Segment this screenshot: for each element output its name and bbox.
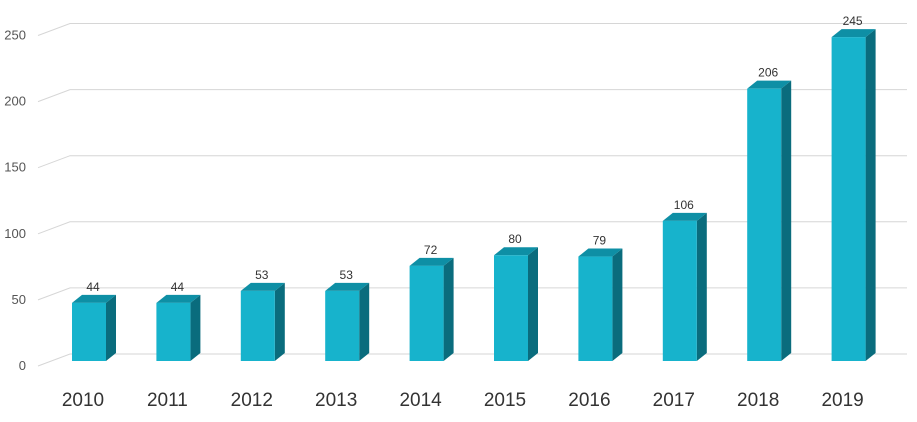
y-axis-ticks: 0 50 100 150 200 250 (4, 28, 26, 374)
data-label-2017: 106 (674, 198, 694, 212)
bar-front-face (831, 37, 866, 362)
bar-2014 (409, 257, 454, 361)
bar-side-face (443, 257, 454, 361)
x-tick-label-2016: 2016 (568, 390, 610, 411)
bar-2010 (72, 294, 116, 361)
data-label-2014: 72 (424, 243, 438, 257)
bar-side-face (359, 282, 370, 361)
x-tick-label-2017: 2017 (653, 390, 695, 411)
bar-top-face (831, 29, 876, 38)
x-tick-label-2013: 2013 (315, 390, 357, 411)
x-tick-label-2014: 2014 (399, 390, 442, 411)
bar-2011 (156, 294, 201, 361)
gridline-100 (37, 221, 907, 235)
bar-top-face (409, 257, 454, 266)
data-label-2019: 245 (843, 14, 863, 28)
bars (72, 29, 876, 362)
bar-side-face (274, 282, 285, 361)
bar-front-face (662, 220, 697, 361)
bar-front-face (494, 255, 528, 361)
bar-2012 (240, 282, 285, 361)
y-tick-label: 150 (4, 160, 26, 175)
bar-side-face (528, 247, 538, 361)
x-tick-label-2011: 2011 (147, 390, 188, 411)
gridline-0 (37, 353, 907, 367)
bar-2019 (831, 29, 876, 362)
bar-side-face (696, 212, 707, 361)
data-label-2015: 80 (508, 232, 522, 246)
bar-2017 (662, 212, 707, 361)
y-tick-label: 50 (12, 292, 26, 307)
x-tick-label-2019: 2019 (821, 390, 863, 411)
bar-top-face (156, 294, 201, 303)
gridline-250 (37, 23, 907, 36)
x-tick-label-2015: 2015 (484, 390, 526, 411)
y-tick-label: 250 (4, 28, 26, 43)
bar-front-face (747, 88, 782, 361)
bar-top-face (325, 282, 370, 291)
bar-2018 (747, 80, 792, 361)
y-tick-label: 100 (4, 226, 26, 241)
bar-top-face (240, 282, 285, 291)
gridline-200 (37, 89, 907, 103)
bar-2013 (325, 282, 370, 361)
data-label-2013: 53 (340, 268, 354, 282)
bar-side-face (106, 294, 116, 361)
bar-side-face (865, 29, 876, 362)
bar-front-face (156, 302, 191, 361)
bar-top-face (494, 247, 538, 256)
data-label-2010: 44 (86, 280, 100, 294)
y-tick-label: 0 (19, 358, 26, 373)
data-label-2011: 44 (171, 280, 185, 294)
bar-top-face (578, 248, 623, 257)
bar-side-face (612, 248, 623, 361)
data-label-2016: 79 (593, 234, 607, 248)
bar-2016 (578, 248, 623, 361)
gridline-150 (37, 155, 907, 169)
bar-top-face (662, 212, 707, 221)
x-tick-label-2018: 2018 (737, 390, 779, 411)
gridlines (37, 23, 907, 367)
bar-side-face (781, 80, 792, 361)
y-tick-label: 200 (4, 94, 26, 109)
bar-top-face (747, 80, 792, 89)
x-axis-ticks: 2010 2011 2012 2013 2014 2015 2016 2017 2018 2019 (62, 390, 864, 411)
bar-front-face (325, 290, 360, 361)
data-label-2018: 206 (758, 66, 778, 80)
bar-2015 (494, 247, 538, 361)
bar-front-face (578, 256, 613, 361)
bar-top-face (72, 294, 116, 303)
x-tick-label-2012: 2012 (231, 390, 273, 411)
data-label-2012: 53 (255, 268, 269, 282)
bar-front-face (72, 302, 106, 361)
data-labels: 44 44 53 53 72 80 79 106 206 245 (86, 14, 863, 294)
bar-front-face (240, 290, 275, 361)
bar-front-face (409, 265, 444, 361)
bar-side-face (190, 294, 201, 361)
x-tick-label-2010: 2010 (62, 390, 104, 411)
gridline-50 (37, 287, 907, 301)
